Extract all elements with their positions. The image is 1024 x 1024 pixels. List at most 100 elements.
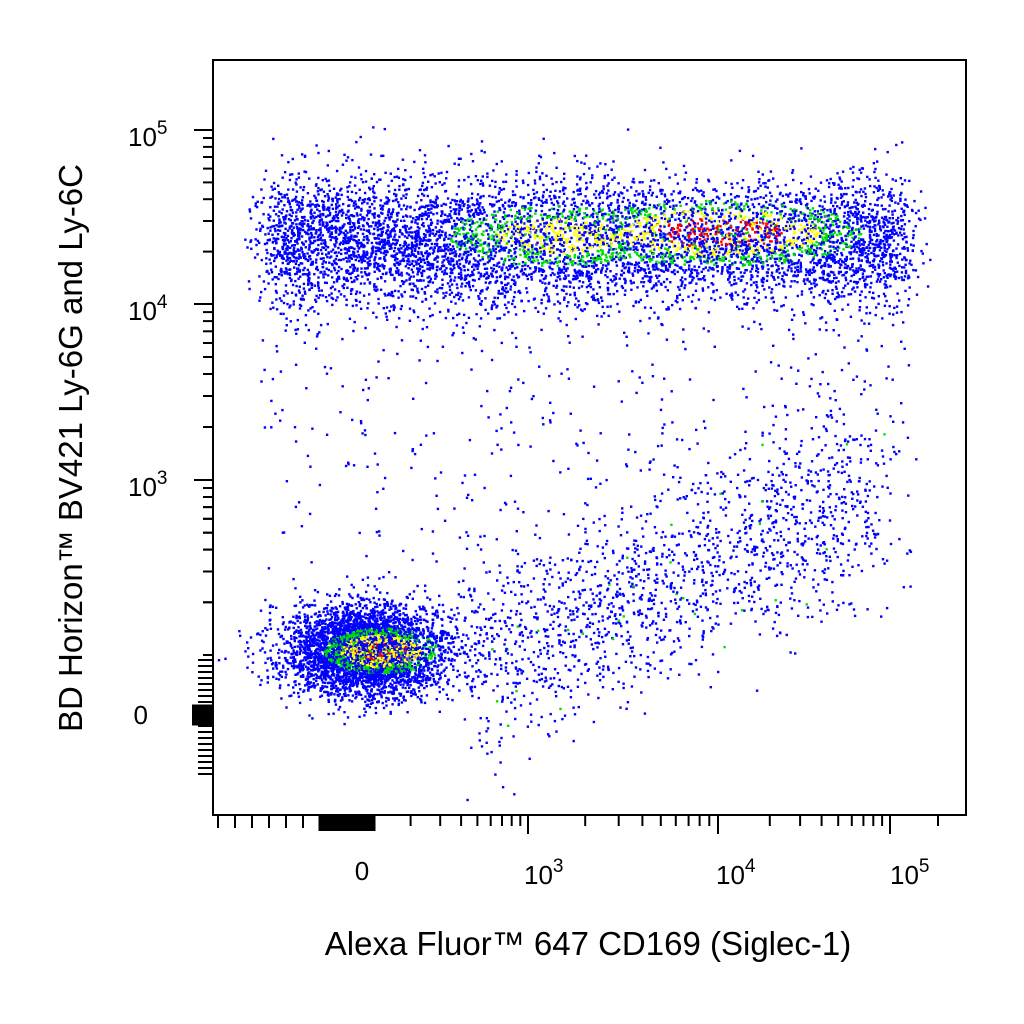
event-point-3436 <box>325 179 329 183</box>
event-point-3022 <box>538 270 541 273</box>
event-point-381 <box>609 226 612 230</box>
event-point-3369 <box>804 249 807 252</box>
event-point-3407 <box>647 245 650 248</box>
event-point-4248 <box>792 243 796 246</box>
event-point-4326 <box>850 230 853 233</box>
event-point-92 <box>301 203 304 207</box>
event-point-3989 <box>490 306 493 309</box>
event-point-195 <box>686 247 689 250</box>
event-point-4217 <box>838 176 841 179</box>
event-point-300 <box>490 274 494 278</box>
event-point-2641 <box>476 200 479 203</box>
event-point-3740 <box>833 273 836 277</box>
event-point-4662 <box>819 247 822 250</box>
event-point-231 <box>539 267 542 271</box>
event-point-4533 <box>572 207 576 211</box>
event-point-4132 <box>875 213 879 216</box>
event-point-4665 <box>825 253 828 257</box>
event-point-4861 <box>739 212 742 215</box>
event-point-4789 <box>353 226 357 229</box>
event-point-1858 <box>479 292 482 295</box>
event-point-1555 <box>501 237 505 241</box>
event-point-2849 <box>596 267 600 271</box>
event-point-3216 <box>281 247 285 251</box>
event-point-2069 <box>302 188 305 192</box>
event-point-3904 <box>535 248 538 251</box>
event-point-917 <box>589 181 592 184</box>
event-point-4449 <box>427 238 430 241</box>
event-point-750 <box>791 171 794 174</box>
event-point-1558 <box>497 261 501 264</box>
event-point-4878 <box>528 206 532 209</box>
event-point-271 <box>418 267 422 271</box>
event-point-1789 <box>300 262 304 265</box>
event-point-1108 <box>477 254 480 257</box>
event-point-1474 <box>769 257 772 260</box>
event-point-787 <box>481 206 484 209</box>
event-point-3504 <box>799 223 802 227</box>
event-point-341 <box>752 307 755 310</box>
event-point-588 <box>389 172 392 175</box>
event-point-3375 <box>665 260 668 263</box>
event-point-3847 <box>269 215 272 218</box>
event-point-4389 <box>877 275 880 278</box>
event-point-3478 <box>660 239 664 243</box>
event-point-3606 <box>693 265 696 268</box>
event-point-3476 <box>308 273 311 276</box>
event-point-1420 <box>372 232 376 235</box>
event-point-2085 <box>804 214 807 217</box>
event-point-1146 <box>815 263 819 267</box>
event-point-4714 <box>673 259 676 262</box>
event-point-3252 <box>792 274 795 278</box>
event-point-3204 <box>309 258 312 261</box>
event-point-3852 <box>663 225 666 228</box>
event-point-1667 <box>248 208 251 211</box>
event-point-894 <box>444 231 447 235</box>
event-point-4910 <box>455 223 458 226</box>
event-point-1943 <box>649 240 652 243</box>
event-point-4632 <box>390 215 393 219</box>
event-point-2925 <box>325 221 328 224</box>
event-point-3787 <box>821 236 824 239</box>
event-point-2650 <box>379 207 383 210</box>
event-point-4012 <box>592 260 596 263</box>
event-point-2757 <box>410 220 413 224</box>
event-point-4675 <box>303 290 307 293</box>
event-point-936 <box>617 194 621 198</box>
event-point-2623 <box>700 231 703 234</box>
event-point-3924 <box>363 282 366 285</box>
event-point-2057 <box>837 295 840 299</box>
event-point-4099 <box>648 226 651 230</box>
event-point-3184 <box>446 215 449 218</box>
event-point-4294 <box>463 223 466 226</box>
event-point-4474 <box>724 181 728 184</box>
event-point-3526 <box>302 253 305 256</box>
event-point-1980 <box>773 236 777 240</box>
event-point-676 <box>789 285 792 288</box>
event-point-4683 <box>317 252 320 255</box>
event-point-4857 <box>520 300 523 303</box>
event-point-779 <box>875 243 878 246</box>
event-point-4722 <box>283 196 287 199</box>
event-point-1396 <box>726 266 729 269</box>
event-point-3725 <box>562 285 566 288</box>
event-point-896 <box>782 254 785 257</box>
event-point-366 <box>680 276 684 279</box>
event-point-423 <box>592 223 595 227</box>
event-point-1802 <box>639 256 643 259</box>
event-point-2677 <box>417 291 420 294</box>
event-point-2145 <box>667 250 671 253</box>
event-point-2736 <box>419 260 423 263</box>
event-point-3334 <box>681 197 684 201</box>
event-point-1860 <box>386 224 389 227</box>
event-point-2017 <box>431 232 435 235</box>
event-point-4710 <box>832 233 835 236</box>
event-point-1935 <box>562 289 565 292</box>
event-point-507 <box>353 207 357 210</box>
event-point-778 <box>553 250 556 254</box>
event-point-673 <box>618 258 621 261</box>
event-point-1766 <box>424 188 428 191</box>
event-point-1443 <box>820 208 823 212</box>
event-point-3394 <box>594 268 598 272</box>
event-point-2627 <box>881 240 885 243</box>
